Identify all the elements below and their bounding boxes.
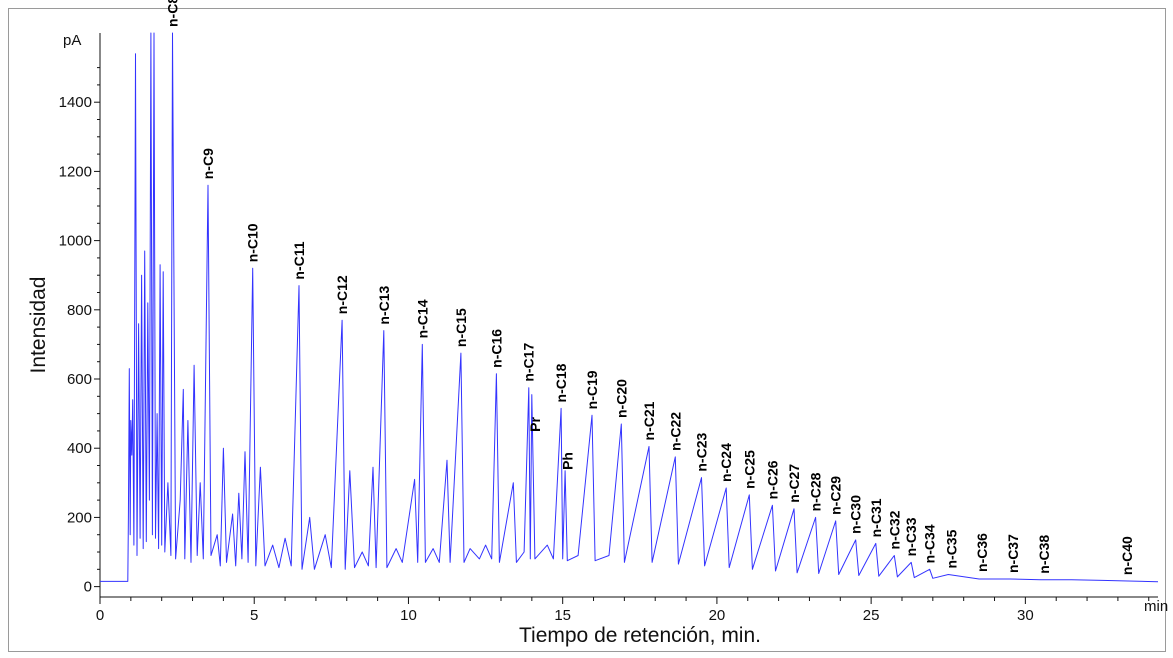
chromatogram-series-line — [100, 32, 1159, 583]
peak-label: n-C22 — [667, 412, 683, 451]
peak-label: n-C36 — [974, 533, 990, 572]
peak-label: n-C40 — [1119, 536, 1135, 575]
peak-label: n-C24 — [718, 443, 734, 482]
peak-label: n-C14 — [414, 299, 430, 338]
peak-label: Ph — [559, 452, 575, 470]
y-axis-title: Intensidad — [27, 277, 50, 374]
peak-label: n-C16 — [488, 329, 504, 368]
y-tick-label: 800 — [67, 302, 92, 319]
y-tick-label: 400 — [67, 440, 92, 457]
peak-label: n-C8 — [164, 0, 180, 27]
peak-label: n-C9 — [200, 148, 216, 179]
x-tick-label: 5 — [250, 607, 258, 624]
peak-label: n-C19 — [584, 370, 600, 409]
y-tick-label: 200 — [67, 509, 92, 526]
peak-label: n-C27 — [786, 464, 802, 503]
peak-label: n-C28 — [808, 472, 824, 511]
peak-label: n-C11 — [291, 241, 307, 279]
peak-label: n-C25 — [741, 450, 757, 489]
x-tick-label: 25 — [863, 607, 880, 624]
peak-label: n-C13 — [376, 285, 392, 324]
y-axis-ticks: 0 200 400 600 800 1000 1200 1400 — [59, 67, 100, 596]
peak-label: n-C18 — [553, 363, 569, 402]
peak-label: n-C10 — [245, 223, 261, 262]
peak-label: n-C23 — [693, 433, 709, 472]
peak-label: n-C34 — [922, 524, 938, 563]
peak-label: n-C32 — [886, 510, 902, 549]
peak-label: n-C26 — [764, 460, 780, 499]
peak-label: n-C21 — [641, 401, 657, 440]
y-tick-label: 1200 — [59, 163, 92, 180]
y-tick-label: 1000 — [59, 233, 92, 250]
peak-label: n-C29 — [828, 476, 844, 515]
y-tick-label: 600 — [67, 371, 92, 388]
x-tick-label: 0 — [96, 607, 104, 624]
peak-label: n-C20 — [613, 379, 629, 418]
peak-label: n-C17 — [521, 343, 537, 382]
chart-frame — [8, 8, 1166, 652]
peak-label: n-C38 — [1036, 535, 1052, 574]
y-tick-label: 1400 — [59, 94, 92, 111]
x-tick-label: 15 — [554, 607, 571, 624]
peak-label: n-C31 — [868, 498, 884, 537]
x-tick-label: 20 — [709, 607, 726, 624]
peak-label: n-C30 — [848, 495, 864, 534]
y-unit-label: pA — [63, 32, 81, 49]
peak-label: n-C35 — [943, 529, 959, 568]
peak-label: n-C33 — [903, 517, 919, 556]
peak-label: n-C15 — [453, 308, 469, 347]
y-tick-label: 0 — [84, 579, 92, 596]
x-axis-title: Tiempo de retención, min. — [519, 624, 761, 647]
peak-label: Pr — [527, 416, 543, 431]
x-unit-label: min — [1144, 598, 1168, 615]
x-axis-ticks: 0 5 10 15 20 25 30 — [96, 597, 1150, 624]
peak-label: n-C37 — [1005, 534, 1021, 573]
peak-label: n-C12 — [334, 275, 350, 314]
x-tick-label: 10 — [400, 607, 417, 624]
x-tick-label: 30 — [1017, 607, 1034, 624]
peak-labels: n-C8 n-C9 n-C10 n-C11 n-C12 n-C13 n-C14 n-C15 n-… — [164, 0, 1135, 575]
